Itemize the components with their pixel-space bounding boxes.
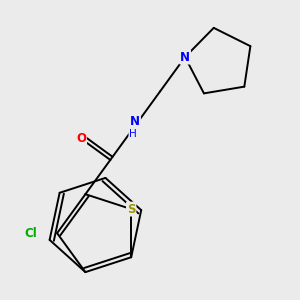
Text: Cl: Cl (24, 227, 37, 240)
Text: N: N (130, 115, 140, 128)
Text: S: S (127, 202, 136, 216)
Text: H: H (129, 129, 137, 139)
Text: O: O (76, 132, 86, 145)
Text: N: N (180, 51, 190, 64)
